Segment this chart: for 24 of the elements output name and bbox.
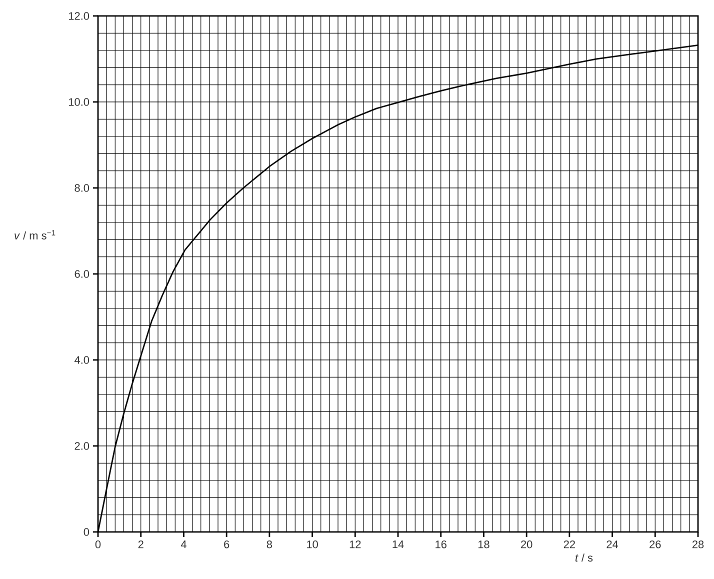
x-tick-label: 0 [95, 540, 101, 548]
y-tick-label: 8.0 [74, 184, 90, 192]
x-tick-label: 26 [650, 540, 661, 548]
y-tick-label: 10.0 [68, 98, 90, 106]
x-tick-label: 28 [692, 540, 704, 548]
x-tick-label: 16 [436, 540, 446, 548]
y-tick-label: 0 [84, 528, 90, 536]
x-tick-label: 4 [180, 540, 186, 548]
x-tick-label: 22 [564, 540, 575, 548]
x-tick-label: 14 [392, 540, 404, 548]
y-tick-label: 6.0 [74, 270, 90, 278]
y-tick-label: 4.0 [74, 356, 90, 364]
x-axis-title: t / s [575, 554, 593, 562]
y-tick-label: 12.0 [68, 12, 90, 20]
x-tick-label: 20 [521, 540, 532, 548]
y-tick-label: 2.0 [74, 442, 90, 450]
x-tick-label: 18 [478, 540, 490, 548]
x-tick-label: 8 [266, 540, 272, 548]
x-tick-label: 6 [224, 540, 230, 548]
x-tick-label: 2 [138, 540, 144, 548]
x-tick-label: 24 [606, 540, 618, 548]
x-tick-label: 12 [350, 540, 361, 548]
x-tick-label: 10 [307, 540, 318, 548]
y-axis-title: v / m s$^{−1}$ [14, 230, 56, 240]
